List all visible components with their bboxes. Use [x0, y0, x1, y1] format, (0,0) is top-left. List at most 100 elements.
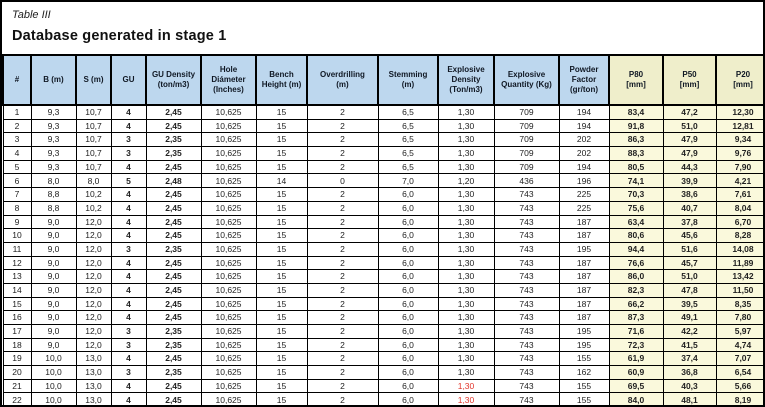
cell-powder_factor: 202	[558, 132, 610, 148]
cell-s: 10,7	[75, 104, 112, 120]
cell-gu: 3	[110, 146, 147, 161]
cell-gu: 4	[110, 378, 147, 394]
cell-explosive_quantity: 743	[493, 378, 560, 394]
cell-explosive_quantity: 709	[493, 118, 560, 134]
cell-gu: 4	[110, 282, 147, 298]
cell-s: 8,0	[75, 173, 112, 189]
cell-explosive_density: 1,30	[437, 351, 495, 367]
table-row: 19 10,0 13,0 4 2,45 10,625 15 2 6,0 1,30 743 155 61,…	[2, 351, 763, 367]
table-row: 13 9,0 12,0 4 2,45 10,625 15 2 6,0 1,30 743 187 86,0…	[2, 269, 763, 284]
cell-b: 9,0	[30, 228, 77, 243]
cell-p80: 91,8	[608, 118, 664, 134]
column-header-num: #	[2, 54, 32, 106]
cell-gu_density: 2,45	[145, 392, 202, 405]
cell-bench_height: 15	[255, 200, 308, 216]
cell-p20: 7,90	[715, 159, 763, 175]
cell-explosive_density: 1,30	[437, 365, 495, 380]
cell-s: 12,0	[75, 324, 112, 339]
cell-explosive_density: 1,20	[437, 173, 495, 189]
cell-p20: 7,80	[715, 310, 763, 325]
cell-bench_height: 15	[255, 378, 308, 394]
cell-bench_height: 15	[255, 269, 308, 284]
cell-gu: 3	[110, 132, 147, 148]
cell-gu: 4	[110, 269, 147, 284]
cell-powder_factor: 187	[558, 296, 610, 312]
cell-p50: 37,4	[662, 351, 717, 367]
cell-gu_density: 2,45	[145, 228, 202, 243]
cell-b: 9,0	[30, 282, 77, 298]
cell-p50: 45,6	[662, 228, 717, 243]
cell-s: 12,0	[75, 255, 112, 271]
cell-b: 9,0	[30, 310, 77, 325]
cell-stemming: 6,0	[377, 228, 439, 243]
cell-explosive_density: 1,30	[437, 255, 495, 271]
table-row: 15 9,0 12,0 4 2,45 10,625 15 2 6,0 1,30 743 187 66,2…	[2, 296, 763, 312]
column-header-p50: P50 [mm]	[662, 54, 717, 106]
cell-explosive_quantity: 743	[493, 310, 560, 325]
cell-powder_factor: 225	[558, 187, 610, 202]
cell-powder_factor: 195	[558, 324, 610, 339]
cell-p20: 9,34	[715, 132, 763, 148]
cell-overdrilling: 2	[306, 255, 379, 271]
cell-num: 16	[2, 310, 32, 325]
column-header-powder_factor: Powder Factor (gr/ton)	[558, 54, 610, 106]
cell-stemming: 6,0	[377, 310, 439, 325]
table-number-label: Table III	[12, 9, 51, 21]
cell-p50: 47,9	[662, 146, 717, 161]
cell-bench_height: 15	[255, 146, 308, 161]
cell-overdrilling: 2	[306, 269, 379, 284]
cell-gu_density: 2,45	[145, 118, 202, 134]
cell-p80: 76,6	[608, 255, 664, 271]
cell-gu_density: 2,45	[145, 269, 202, 284]
column-header-b: B (m)	[30, 54, 77, 106]
cell-hole_diameter: 10,625	[200, 228, 257, 243]
cell-hole_diameter: 10,625	[200, 296, 257, 312]
cell-stemming: 6,5	[377, 118, 439, 134]
cell-num: 18	[2, 337, 32, 353]
cell-b: 9,3	[30, 159, 77, 175]
table-row: 8 8,8 10,2 4 2,45 10,625 15 2 6,0 1,30 743 225 75,6 4…	[2, 200, 763, 216]
cell-p20: 9,76	[715, 146, 763, 161]
table-caption: Database generated in stage 1	[12, 28, 227, 44]
table-row: 14 9,0 12,0 4 2,45 10,625 15 2 6,0 1,30 743 187 82,3…	[2, 282, 763, 298]
cell-num: 4	[2, 146, 32, 161]
table-row: 2 9,3 10,7 4 2,45 10,625 15 2 6,5 1,30 709 194 91,8 5…	[2, 118, 763, 134]
cell-powder_factor: 194	[558, 104, 610, 120]
cell-gu: 4	[110, 228, 147, 243]
cell-b: 8,8	[30, 187, 77, 202]
cell-s: 12,0	[75, 296, 112, 312]
cell-explosive_quantity: 743	[493, 324, 560, 339]
cell-num: 21	[2, 378, 32, 394]
cell-p20: 4,21	[715, 173, 763, 189]
cell-overdrilling: 2	[306, 104, 379, 120]
cell-hole_diameter: 10,625	[200, 310, 257, 325]
cell-gu: 4	[110, 310, 147, 325]
cell-hole_diameter: 10,625	[200, 200, 257, 216]
cell-explosive_density: 1,30	[437, 269, 495, 284]
column-header-explosive_quantity: Explosive Quantity (Kg)	[493, 54, 560, 106]
cell-hole_diameter: 10,625	[200, 146, 257, 161]
cell-p80: 82,3	[608, 282, 664, 298]
cell-explosive_quantity: 743	[493, 187, 560, 202]
table-row: 17 9,0 12,0 3 2,35 10,625 15 2 6,0 1,30 743 195 71,6…	[2, 324, 763, 339]
cell-powder_factor: 195	[558, 337, 610, 353]
cell-gu_density: 2,35	[145, 241, 202, 257]
cell-p80: 71,6	[608, 324, 664, 339]
cell-bench_height: 15	[255, 228, 308, 243]
cell-b: 9,0	[30, 296, 77, 312]
cell-explosive_quantity: 743	[493, 282, 560, 298]
cell-num: 17	[2, 324, 32, 339]
cell-gu_density: 2,48	[145, 173, 202, 189]
cell-b: 9,3	[30, 132, 77, 148]
cell-hole_diameter: 10,625	[200, 118, 257, 134]
cell-explosive_quantity: 709	[493, 104, 560, 120]
cell-explosive_quantity: 743	[493, 337, 560, 353]
cell-explosive_quantity: 743	[493, 269, 560, 284]
cell-powder_factor: 187	[558, 282, 610, 298]
cell-gu_density: 2,35	[145, 132, 202, 148]
cell-p50: 42,2	[662, 324, 717, 339]
cell-hole_diameter: 10,625	[200, 241, 257, 257]
table-row: 20 10,0 13,0 3 2,35 10,625 15 2 6,0 1,30 743 162 60,…	[2, 365, 763, 380]
cell-p50: 37,8	[662, 214, 717, 230]
cell-hole_diameter: 10,625	[200, 378, 257, 394]
